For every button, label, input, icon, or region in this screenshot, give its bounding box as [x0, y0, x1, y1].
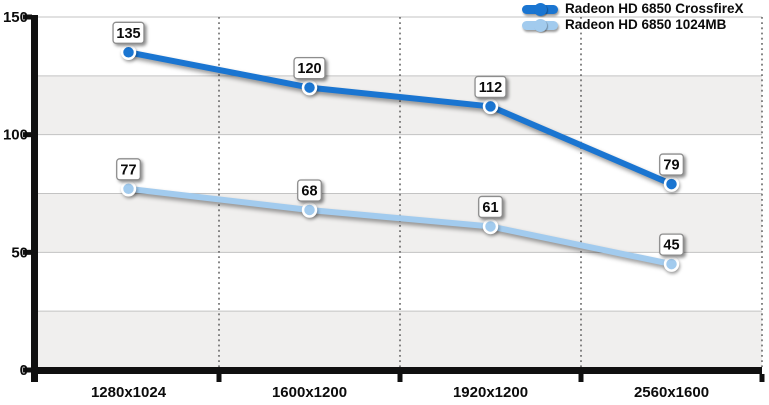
x-axis-tick [397, 374, 403, 382]
y-axis-tick [23, 14, 32, 20]
data-label-text: 135 [116, 26, 140, 42]
data-point-marker-0-2 [482, 98, 499, 115]
y-axis [31, 15, 38, 382]
data-label-0-3: 79 [659, 153, 684, 176]
data-label-1-3: 45 [659, 233, 684, 256]
legend-dot-glyph [533, 18, 547, 32]
x-axis-tick [759, 374, 765, 382]
series-line-1 [125, 185, 675, 268]
data-point-marker-1-2 [482, 218, 499, 235]
data-label-text: 61 [482, 200, 498, 216]
x-axis-tick [216, 374, 222, 382]
data-point-marker-1-3 [663, 256, 680, 272]
chart-legend: Radeon HD 6850 CrossfireX Radeon HD 6850… [522, 1, 744, 33]
data-label-0-2: 112 [474, 75, 507, 99]
data-label-0-1: 120 [293, 56, 326, 80]
data-label-1-2: 61 [478, 195, 503, 219]
data-label-box [293, 56, 326, 80]
x-axis [31, 367, 762, 374]
legend-item-1024mb: Radeon HD 6850 1024MB [522, 17, 744, 33]
data-label-box [297, 179, 322, 202]
legend-label-1024mb: Radeon HD 6850 1024MB [565, 17, 727, 32]
legend-marker-1024mb-icon [522, 18, 558, 32]
plot-band [38, 193, 762, 253]
data-label-0-0: 135 [112, 21, 145, 44]
data-label-box [116, 158, 141, 181]
y-axis-tick-label: 0 [20, 362, 28, 379]
data-point-marker-1-1 [301, 202, 318, 218]
x-axis-category-label: 2560x1600 [634, 384, 709, 401]
legend-dot-glyph [533, 2, 547, 16]
data-point-marker-0-3 [663, 176, 680, 192]
data-label-text: 45 [663, 238, 679, 254]
data-point-marker-1-0 [120, 181, 137, 197]
legend-label-crossfirex: Radeon HD 6850 CrossfireX [565, 1, 744, 16]
x-axis-category-label: 1600x1200 [272, 384, 347, 401]
data-label-box [659, 233, 684, 256]
legend-item-crossfirex: Radeon HD 6850 CrossfireX [522, 1, 744, 17]
data-label-text: 77 [120, 162, 136, 178]
y-axis-tick [23, 249, 32, 255]
data-label-text: 68 [301, 183, 317, 199]
series-line-0 [125, 49, 675, 188]
data-point-marker-0-0 [120, 44, 137, 61]
data-label-box [659, 153, 684, 176]
data-label-1-0: 77 [116, 158, 141, 181]
data-label-box [474, 75, 507, 99]
data-label-box [112, 21, 145, 44]
data-point-marker-0-1 [301, 79, 318, 96]
data-label-text: 112 [479, 80, 502, 96]
y-axis-tick [23, 132, 32, 138]
data-label-1-1: 68 [297, 179, 322, 202]
y-axis-tick-label: 150 [3, 9, 28, 26]
legend-marker-crossfirex-icon [522, 2, 558, 16]
x-axis-category-label: 1920x1200 [453, 384, 528, 401]
y-axis-tick-label: 50 [11, 244, 28, 261]
x-axis-category-label: 1280x1024 [91, 384, 167, 401]
data-label-text: 120 [297, 61, 321, 77]
y-axis-tick [23, 367, 32, 373]
x-axis-tick [578, 374, 584, 382]
y-axis-tick-label: 100 [3, 127, 28, 144]
data-label-box [478, 195, 503, 219]
data-label-text: 79 [663, 158, 679, 174]
